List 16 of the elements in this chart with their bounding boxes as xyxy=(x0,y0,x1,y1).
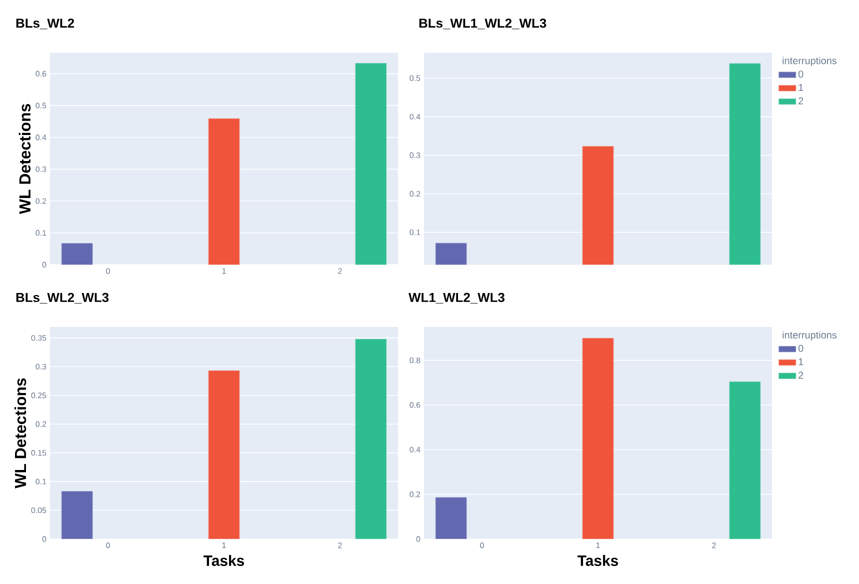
legend-label: 1 xyxy=(798,84,804,91)
y-axis-title: WL Detections xyxy=(14,378,26,488)
legend-label: 0 xyxy=(798,344,804,352)
chart-title: BLs_WL1_WL2_WL3 xyxy=(419,18,546,30)
legend-label: 2 xyxy=(798,97,804,104)
legend-title: interruptions xyxy=(782,331,837,340)
x-axis-title: Tasks xyxy=(578,555,618,566)
chart-title: BLs_WL2 xyxy=(16,18,74,30)
x-axis-title: Tasks xyxy=(204,555,244,566)
legend-label: 0 xyxy=(798,70,804,78)
chart-title: BLs_WL2_WL3 xyxy=(16,292,109,304)
chart-title: WL1_WL2_WL3 xyxy=(408,292,504,304)
legend-label: 1 xyxy=(798,358,804,366)
legend-label: 2 xyxy=(798,372,804,379)
y-axis-title: WL Detections xyxy=(18,104,31,214)
legend-title: interruptions xyxy=(782,56,837,66)
